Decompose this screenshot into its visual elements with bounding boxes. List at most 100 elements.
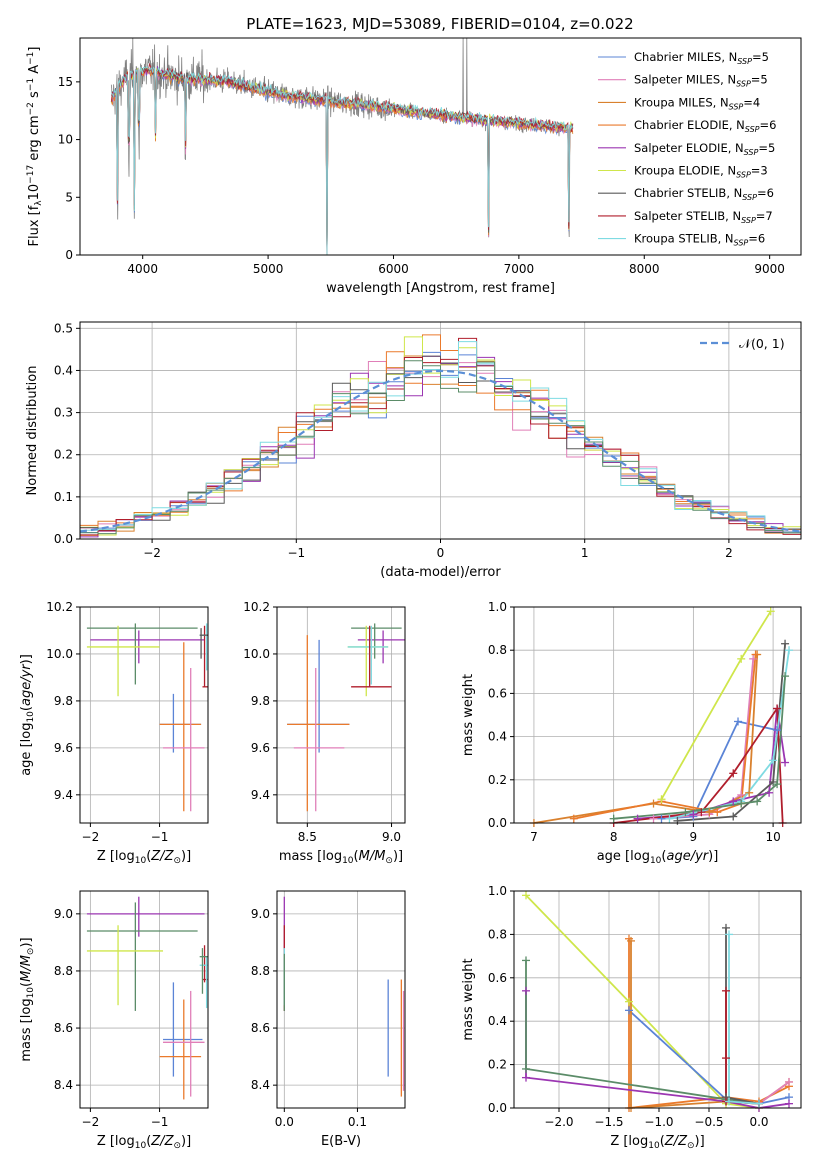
ticks: −2.0 −1.5 −1.0 −0.5 0.0 0.0 0.2 0.4 0.6 0.8 1.0 (488, 884, 769, 1129)
y-tick-label: 8.6 (251, 1021, 270, 1035)
y-axis-label-part: M/M (19, 955, 34, 982)
errorbar-point (163, 668, 205, 812)
mass-weight-series-line (669, 650, 790, 820)
legend-entry: Kroupa MILES, NSSP=4 (634, 95, 760, 111)
y-axis-label-part: Flux [f (27, 205, 42, 246)
legend-label: Salpeter ELODIE, N (634, 141, 744, 155)
plus-marker (633, 814, 642, 823)
y-tick-label: 0.5 (54, 321, 73, 335)
y-tick-label: 9.6 (54, 741, 73, 755)
y-axis-label-part: ( (19, 982, 34, 987)
x-axis-label-part: Z/Z (150, 1134, 174, 1149)
x-axis-label: Z [log10(Z/Z⊙)] (97, 1134, 191, 1151)
axes-frame (276, 606, 406, 824)
x-axis-label-part: ( (146, 1134, 151, 1149)
x-tick-label: 7000 (504, 262, 535, 276)
errorbar-point (159, 642, 202, 812)
mass-weight-series-line (525, 990, 790, 1108)
y-tick-label: 0.1 (54, 490, 73, 504)
x-axis-label-part: Z [log (97, 849, 135, 864)
x-tick-label: −1 (151, 830, 169, 844)
legend-entry: Salpeter ELODIE, NSSP=5 (634, 141, 775, 157)
errorbar-point (351, 625, 392, 688)
y-tick-label: 15 (58, 75, 73, 89)
model-spectrum-line (110, 67, 574, 254)
ticks: 4000 5000 6000 7000 8000 9000 0 5 10 15 (58, 75, 785, 276)
x-axis-label-part: mass [log (279, 849, 342, 864)
y-axis-label-part: age/yr (19, 663, 34, 706)
mass-weight-series-line (613, 676, 786, 820)
x-tick-label: 8 (610, 830, 618, 844)
model-spectrum-line (110, 68, 574, 255)
legend-count: =6 (748, 232, 765, 246)
legend-label: Kroupa STELIB, N (634, 232, 734, 246)
mass-weight-series-line (525, 960, 760, 1105)
legend-subscript: SSP (736, 171, 751, 180)
plus-marker (625, 997, 633, 1006)
plot-area (110, 38, 574, 255)
y-axis-label-part: A (27, 65, 42, 78)
x-axis-label-part: 10 (135, 1141, 147, 1151)
plus-marker (765, 788, 774, 797)
errorbar-point (159, 999, 202, 1100)
plus-marker (722, 986, 730, 995)
legend-entry: Salpeter STELIB, NSSP=7 (634, 209, 773, 225)
observed-spectrum-line (110, 38, 573, 255)
legend-count: =5 (751, 73, 768, 87)
x-tick-label: −2 (82, 830, 100, 844)
plus-marker (737, 799, 746, 808)
y-tick-label: 0.0 (54, 532, 73, 546)
axes-frame (513, 890, 802, 1109)
model-spectrum-line (110, 67, 574, 254)
y-axis-label-part: −1 (26, 78, 36, 91)
y-axis-label-part: −2 (26, 102, 36, 115)
legend-count: =6 (760, 118, 777, 132)
axes-frame (513, 606, 802, 824)
x-axis-label-part: 10 (342, 856, 354, 866)
errorbar-point (159, 693, 202, 753)
plus-marker (681, 808, 690, 817)
y-tick-label: 8.6 (54, 1021, 73, 1035)
x-tick-label: 9000 (754, 262, 785, 276)
legend-entry: Chabrier ELODIE, NSSP=6 (634, 118, 776, 134)
legend-subscript: SSP (741, 216, 756, 225)
x-tick-label: 8000 (629, 262, 660, 276)
y-tick-label: 9.8 (251, 694, 270, 708)
y-tick-label: 10.2 (243, 600, 270, 614)
x-axis-label: mass [log10(M/M⊙)] (279, 849, 403, 866)
ticks: 0.0 0.1 8.4 8.6 8.8 9.0 (251, 907, 367, 1129)
legend-entry: Chabrier STELIB, NSSP=6 (634, 186, 774, 202)
y-tick-label: 8.4 (54, 1078, 73, 1092)
x-axis-label: Z [log10(Z/Z⊙)] (97, 849, 191, 866)
x-axis-label-part: )] (708, 849, 718, 864)
x-tick-label: 5000 (253, 262, 284, 276)
mass-weight-vs-age-panel: 7 8 9 10 0.0 0.2 0.4 0.6 0.8 1.0 mass weight age [l… (461, 600, 802, 866)
x-tick-label: 1 (581, 546, 589, 560)
errorbar-point (347, 625, 389, 685)
x-tick-label: −1 (287, 546, 305, 560)
x-axis-label-part: Z [log (610, 1134, 648, 1149)
plus-marker (734, 717, 743, 726)
y-axis-label-part: λ (34, 200, 44, 206)
y-tick-label: 0.2 (488, 773, 507, 787)
y-tick-label: 0.0 (488, 816, 507, 830)
x-axis-label-part: wavelength [Angstrom, rest frame] (326, 281, 555, 296)
y-tick-label: 10 (58, 133, 73, 147)
y-tick-label: 0.6 (488, 971, 507, 985)
mass-weight-series-line (630, 940, 790, 1108)
residual-histogram-panel: −2 −1 0 1 2 0.0 0.1 0.2 0.3 0.4 0.5 (data-model)/er… (25, 321, 802, 580)
mass-weight-series-line (533, 654, 759, 823)
plus-marker (745, 788, 754, 797)
y-axis-label-part: ( (19, 706, 34, 711)
plus-marker (737, 654, 746, 663)
plus-marker (785, 646, 794, 655)
y-axis-label-part: s (27, 91, 42, 102)
plus-marker (522, 1064, 530, 1073)
plus-marker (649, 799, 658, 808)
errorbar-point (351, 623, 402, 659)
x-axis-label-part: Z [log (97, 1134, 135, 1149)
legend-label: Salpeter STELIB, N (634, 209, 741, 223)
x-tick-label: −1 (151, 1115, 169, 1129)
x-axis-label-part: 10 (135, 856, 147, 866)
errorbar-point (199, 948, 208, 994)
